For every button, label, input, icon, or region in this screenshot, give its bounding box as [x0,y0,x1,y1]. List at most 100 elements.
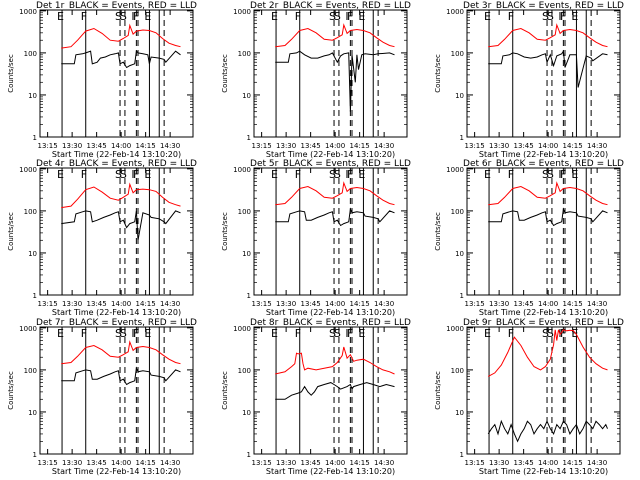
time-marker-label: S [542,10,549,23]
x-tick-label: 13:45 [87,300,107,308]
x-tick-label: 13:30 [62,300,82,308]
x-tick-label: 13:30 [62,142,82,150]
time-marker-label: S [329,168,336,181]
time-marker-label: E [57,168,64,181]
time-marker-label: S [542,168,549,181]
x-axis-label: Start Time (22-Feb-14 13:10:20) [52,308,181,317]
panel-title: Det 8r_BLACK = Events, RED = LLD [250,318,411,328]
y-tick-label: 1000 [19,325,37,333]
x-tick-label: 13:45 [514,459,534,467]
x-axis-label: Start Time (22-Feb-14 13:10:20) [479,150,608,159]
y-tick-label: 10 [28,250,37,258]
time-marker-label: E [144,327,151,340]
x-tick-label: 14:00 [325,459,345,467]
time-marker-label: F [133,168,139,181]
x-tick-label: 13:30 [276,300,296,308]
time-marker-label: F [81,327,87,340]
events-series-line [487,419,608,443]
events-series-line [488,49,608,88]
x-tick-label: 13:30 [276,459,296,467]
x-tick-label: 14:30 [374,300,394,308]
time-marker-label: F [508,10,514,23]
y-tick-label: 1000 [19,166,37,174]
y-tick-label: 100 [238,367,251,375]
time-marker-label: F [295,168,301,181]
x-tick-label: 14:30 [160,300,180,308]
lld-series-line [275,346,395,375]
time-marker-label: E [271,10,278,23]
time-marker-label: S [542,327,549,340]
x-tick-label: 13:45 [301,300,321,308]
detector-panel-7: Det 7r_BLACK = Events, RED = LLD Counts/s… [7,318,197,476]
x-tick-label: 14:30 [374,459,394,467]
time-marker-label: I [131,10,134,23]
lld-series-line [61,23,181,49]
events-series-line [61,210,181,241]
x-tick-label: 14:00 [538,142,558,150]
x-tick-label: 14:15 [350,459,370,467]
x-tick-label: 13:45 [301,142,321,150]
x-tick-label: 14:15 [563,142,583,150]
panel-title: Det 1r_BLACK = Events, RED = LLD [36,1,197,11]
x-tick-label: 13:30 [489,459,509,467]
y-axis-label: Counts/sec [7,54,15,93]
time-marker-label: S [115,10,122,23]
y-axis-label: Counts/sec [7,371,15,410]
detector-panel-6: Det 6r_BLACK = Events, RED = LLD Counts/s… [434,159,624,317]
time-marker-label: E [484,327,491,340]
time-marker-label: S [334,327,341,340]
time-marker-label: E [358,327,365,340]
x-tick-label: 13:30 [489,142,509,150]
time-marker-label: I [131,168,134,181]
detector-panel-9: Det 9r_BLACK = Events, RED = LLD Counts/s… [434,318,624,476]
x-tick-label: 13:45 [87,459,107,467]
x-tick-label: 13:30 [489,300,509,308]
y-tick-label: 100 [451,50,464,58]
plot-frame [466,167,621,296]
time-marker-label: S [115,327,122,340]
time-marker-label: E [358,168,365,181]
time-marker-label: S [329,327,336,340]
y-axis-label: Counts/sec [221,212,229,251]
y-tick-label: 1000 [233,325,251,333]
y-tick-label: 1000 [446,8,464,16]
x-tick-label: 14:00 [111,142,131,150]
x-tick-label: 13:15 [465,459,485,467]
y-tick-label: 10 [28,92,37,100]
time-marker-label: S [547,168,554,181]
time-marker-label: E [358,10,365,23]
time-marker-label: S [334,168,341,181]
x-tick-label: 14:15 [350,142,370,150]
time-marker-label: E [571,10,578,23]
plot-frame [39,167,194,296]
time-marker-label: F [508,168,514,181]
time-marker-label: S [329,10,336,23]
x-tick-label: 13:15 [252,459,272,467]
events-series-line [275,382,395,400]
y-tick-label: 10 [28,409,37,417]
y-tick-label: 100 [451,208,464,216]
time-marker-label: I [558,10,561,23]
time-marker-label: S [120,168,127,181]
time-marker-label: E [144,10,151,23]
x-tick-label: 14:30 [374,142,394,150]
plot-frame [253,326,408,455]
events-series-line [275,50,395,112]
x-tick-label: 13:15 [252,300,272,308]
y-tick-label: 1 [460,134,464,142]
time-marker-label: F [508,327,514,340]
time-marker-label: F [560,327,566,340]
x-tick-label: 13:15 [465,300,485,308]
panel-title: Det 6r_BLACK = Events, RED = LLD [463,159,624,169]
time-marker-label: E [271,327,278,340]
y-axis-label: Counts/sec [7,212,15,251]
x-tick-label: 14:30 [160,459,180,467]
detector-panel-4: Det 4r_BLACK = Events, RED = LLD Counts/s… [7,159,197,317]
y-axis-label: Counts/sec [221,54,229,93]
x-axis-label: Start Time (22-Feb-14 13:10:20) [52,467,181,476]
y-tick-label: 1000 [446,166,464,174]
y-tick-label: 1 [460,292,464,300]
panel-title: Det 4r_BLACK = Events, RED = LLD [36,159,197,169]
plot-frame [253,167,408,296]
